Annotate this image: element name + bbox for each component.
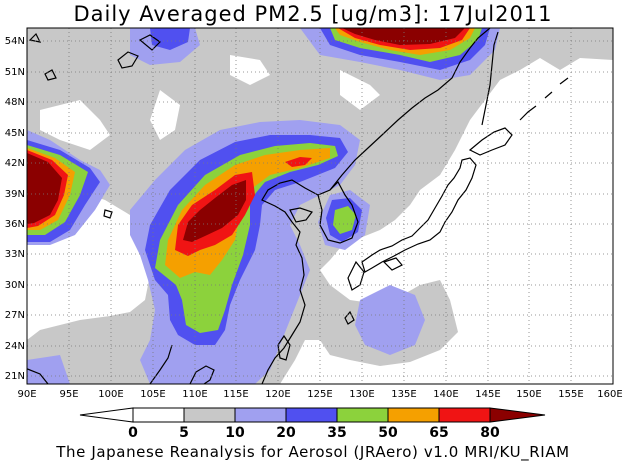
colorbar-segment-below: [79, 407, 134, 423]
lat-label: 54N: [5, 36, 25, 47]
lon-label: 140E: [433, 389, 458, 400]
colorbar-label: 0: [128, 425, 138, 440]
credit-line: The Japanese Reanalysis for Aerosol (JRA…: [56, 443, 570, 461]
lon-label: 105E: [140, 389, 165, 400]
colorbar-segment: [285, 407, 338, 423]
lon-label: 150E: [516, 389, 541, 400]
colorbar-label: 10: [225, 425, 245, 440]
pm25-band-10-20: [27, 28, 500, 384]
colorbar-label: 80: [480, 425, 500, 440]
colorbar-label: 35: [327, 425, 346, 440]
concentration-field: [27, 28, 613, 384]
lat-label: 51N: [5, 67, 25, 78]
lon-axis: 90E 95E 100E 105E 110E 115E 120E 125E 13…: [17, 389, 622, 400]
colorbar-label: 5: [179, 425, 189, 440]
lat-label: 21N: [5, 371, 25, 382]
plot-frame: [26, 27, 614, 385]
colorbar-segment: [387, 407, 440, 423]
lon-label: 110E: [182, 389, 207, 400]
colorbar-label: 20: [276, 425, 296, 440]
lon-label: 90E: [17, 389, 36, 400]
lat-label: 45N: [5, 128, 25, 139]
lat-label: 42N: [5, 158, 25, 169]
lat-label: 48N: [5, 97, 25, 108]
lon-label: 155E: [558, 389, 583, 400]
pm25-map: 54N 51N 48N 45N 42N 39N 36N 33N 30N 27N …: [5, 27, 623, 440]
colorbar-segment-above: [489, 407, 546, 423]
lat-label: 24N: [5, 341, 25, 352]
lat-label: 33N: [5, 249, 25, 260]
colorbar-label: 50: [378, 425, 398, 440]
lon-label: 120E: [265, 389, 290, 400]
pm25-band-50-65: [27, 28, 475, 278]
lat-label: 27N: [5, 310, 25, 321]
colorbar-segment: [183, 407, 236, 423]
colorbar-label: 65: [429, 425, 448, 440]
colorbar-segment: [438, 407, 491, 423]
lon-label: 95E: [59, 389, 78, 400]
lat-label: 39N: [5, 189, 25, 200]
lon-label: 100E: [98, 389, 123, 400]
lon-label: 115E: [223, 389, 248, 400]
lon-label: 130E: [349, 389, 374, 400]
lat-label: 36N: [5, 219, 25, 230]
map-title: Daily Averaged PM2.5 [ug/m3]: 17Jul2011: [73, 2, 553, 26]
colorbar-segment: [336, 407, 389, 423]
graticule: [27, 28, 613, 384]
lat-label: 30N: [5, 280, 25, 291]
coastlines: [27, 28, 569, 384]
lon-label: 135E: [391, 389, 416, 400]
colorbar-segment: [132, 407, 185, 423]
pm25-band-above-80: [27, 28, 465, 242]
lat-axis: 54N 51N 48N 45N 42N 39N 36N 33N 30N 27N …: [5, 36, 25, 382]
colorbar: 0 5 10 20 35 50 65 80: [79, 407, 546, 440]
pm25-band-0-5: [27, 55, 613, 384]
colorbar-segment: [234, 407, 287, 423]
lon-label: 160E: [597, 389, 622, 400]
lon-label: 145E: [475, 389, 500, 400]
lon-label: 125E: [307, 389, 332, 400]
